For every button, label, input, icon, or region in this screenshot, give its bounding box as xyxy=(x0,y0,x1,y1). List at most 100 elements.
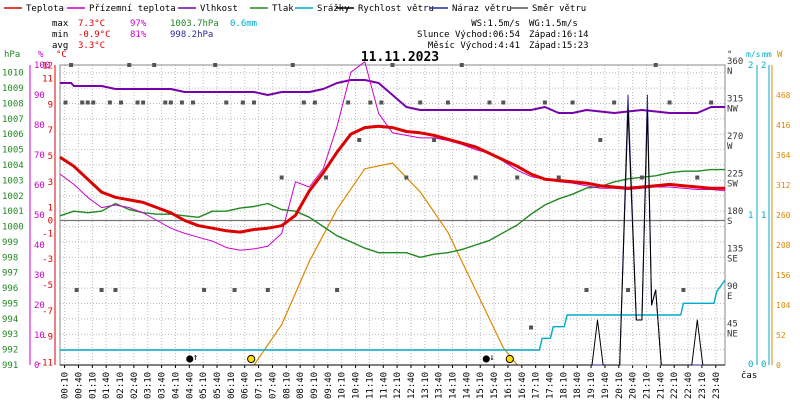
x-tick-label: 03:10 xyxy=(144,372,154,399)
moonrise-marker xyxy=(186,355,194,363)
hpa-tick-label: 993 xyxy=(2,330,18,340)
stats-value: 81% xyxy=(130,30,147,40)
wind-direction-point xyxy=(80,100,85,105)
wind-direction-point xyxy=(404,175,409,180)
x-tick-label: 23:40 xyxy=(712,372,722,399)
wind-direction-point xyxy=(695,175,700,180)
wind-direction-point xyxy=(709,100,714,105)
hpa-tick-label: 992 xyxy=(2,346,18,356)
pct-tick-label: 70 xyxy=(34,151,45,161)
deg-tick-label: -5 xyxy=(42,281,53,291)
dir-tick-label: 360 xyxy=(727,57,743,67)
x-tick-label: 09:40 xyxy=(324,372,334,399)
x-tick-label: 22:40 xyxy=(684,372,694,399)
pct-tick-label: 100 xyxy=(34,61,50,71)
pct-tick-label: 10 xyxy=(34,331,45,341)
wind-direction-point xyxy=(251,100,256,105)
w-tick-label: 468 xyxy=(776,91,791,100)
pct-tick-label: 0 xyxy=(34,361,39,371)
hpa-tick-label: 995 xyxy=(2,299,18,309)
deg-tick-label: 11 xyxy=(42,75,53,85)
x-tick-label: 02:10 xyxy=(116,372,126,399)
info-value: WS:1.5m/s xyxy=(471,19,520,29)
x-tick-label: 14:40 xyxy=(462,372,472,399)
dir-tick-label: SW xyxy=(727,180,738,190)
wind-direction-point xyxy=(163,100,168,105)
hpa-tick-label: 1005 xyxy=(2,146,24,156)
stats-value: 998.2hPa xyxy=(170,30,213,40)
info-value: Západ:15:23 xyxy=(529,41,589,51)
dir-axis-label: ° xyxy=(727,50,732,60)
stats-row-label: max xyxy=(52,19,69,29)
hpa-tick-label: 1010 xyxy=(2,69,24,79)
mm-axis-label: mm xyxy=(762,50,772,59)
dir-tick-label: 225 xyxy=(727,170,743,180)
x-tick-label: 10:40 xyxy=(352,372,362,399)
ms-tick-label: 0 xyxy=(761,360,766,370)
wind-direction-point xyxy=(85,100,90,105)
w-tick-label: 156 xyxy=(776,271,791,280)
x-tick-label: 01:40 xyxy=(102,372,112,399)
x-tick-label: 22:10 xyxy=(670,372,680,399)
dir-tick-label: S xyxy=(727,217,732,227)
wind-direction-point xyxy=(335,288,340,292)
x-tick-label: 15:10 xyxy=(476,372,486,399)
wind-direction-point xyxy=(224,100,229,105)
x-tick-label: 05:10 xyxy=(199,372,209,399)
deg-tick-label: 5 xyxy=(48,152,53,162)
wind-direction-point xyxy=(213,63,218,67)
x-tick-label: 07:40 xyxy=(268,372,278,399)
dir-tick-label: 45 xyxy=(727,320,738,330)
wind-direction-point xyxy=(232,288,237,292)
x-tick-label: 12:10 xyxy=(393,372,403,399)
deg-tick-label: 7 xyxy=(48,126,53,136)
w-tick-label: 208 xyxy=(776,241,791,250)
wind-direction-point xyxy=(681,288,686,292)
wind-direction-point xyxy=(152,63,157,67)
wind-direction-point xyxy=(324,175,328,180)
legend-label: Teplota xyxy=(26,4,64,14)
deg-tick-label: 1 xyxy=(48,204,53,214)
ms-tick-label: 0 xyxy=(748,360,753,370)
x-tick-label: 20:40 xyxy=(629,372,639,399)
stats-row-label: avg xyxy=(52,41,68,51)
info-value: Slunce Východ:06:54 xyxy=(417,30,520,40)
wind-direction-point xyxy=(570,100,575,105)
x-tick-label: 14:10 xyxy=(449,372,459,399)
x-tick-label: 18:10 xyxy=(559,372,569,399)
hpa-tick-label: 1002 xyxy=(2,192,24,202)
x-tick-label: 19:10 xyxy=(587,372,597,399)
wind-direction-point xyxy=(473,175,478,180)
legend-label: Rychlost větru xyxy=(358,4,434,14)
x-tick-label: 16:10 xyxy=(504,372,514,399)
wind-direction-point xyxy=(584,288,589,292)
wind-direction-point xyxy=(357,138,362,142)
x-tick-label: 00:10 xyxy=(61,372,71,399)
x-tick-label: 11:10 xyxy=(365,372,375,399)
legend-label: Srážky xyxy=(317,4,350,14)
sunrise-marker xyxy=(247,354,256,364)
wind-direction-point xyxy=(312,100,317,105)
x-tick-label: 09:10 xyxy=(310,372,320,399)
x-tick-label: 02:40 xyxy=(130,372,140,399)
wind-direction-point xyxy=(487,100,492,105)
wind-direction-point xyxy=(626,288,631,292)
pct-axis-label: % xyxy=(38,50,44,60)
stats-value: 7.3°C xyxy=(78,19,105,29)
deg-tick-label: -11 xyxy=(37,358,53,368)
dir-tick-label: N xyxy=(727,67,732,77)
legend-label: Náraz větru xyxy=(452,4,512,14)
hpa-tick-label: 1003 xyxy=(2,176,24,186)
moonset-arrow: ↓ xyxy=(489,353,494,363)
wind-direction-point xyxy=(432,138,437,142)
dir-tick-label: 90 xyxy=(727,282,738,292)
wind-direction-point xyxy=(542,100,547,105)
x-tick-label: 06:10 xyxy=(227,372,237,399)
wind-direction-point xyxy=(301,100,306,105)
wind-direction-point xyxy=(127,63,132,67)
dir-tick-label: 180 xyxy=(727,207,743,217)
w-tick-label: 0 xyxy=(776,361,781,370)
chart-title: 11.11.2023 xyxy=(361,50,439,65)
pct-tick-label: 20 xyxy=(34,301,45,311)
wind-direction-point xyxy=(240,100,245,105)
